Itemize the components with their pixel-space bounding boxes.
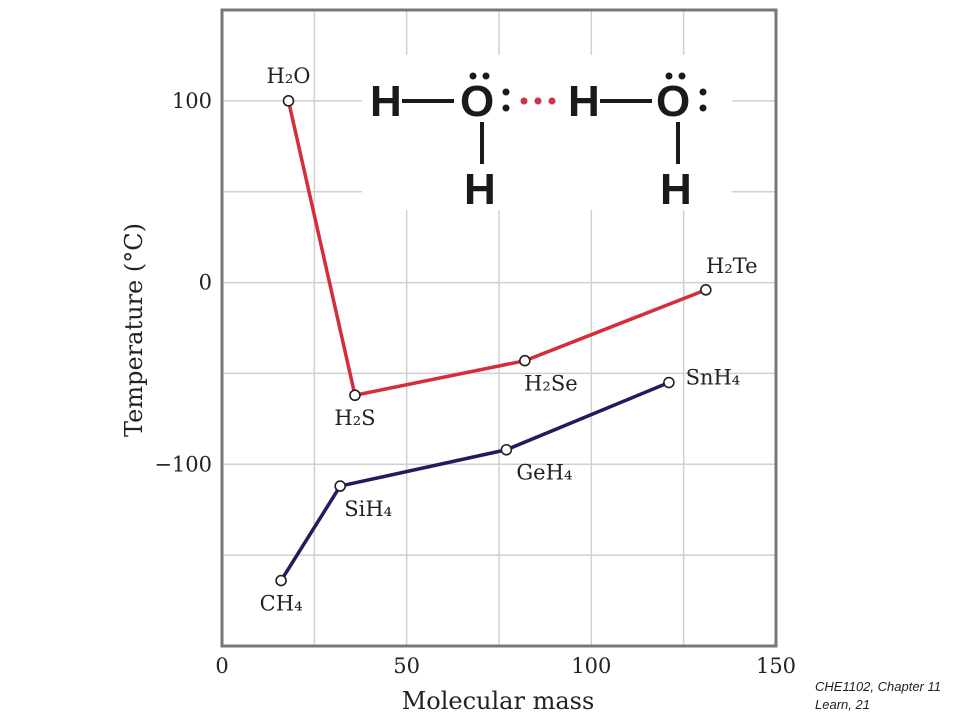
lone-pair-dot: [665, 72, 673, 80]
inset-background: [362, 55, 732, 210]
point-label: H₂Te: [706, 254, 758, 278]
series-line: [286, 100, 707, 397]
point-label: H₂Se: [524, 372, 578, 396]
inset-o-left: O: [460, 77, 494, 126]
footer-line-2: Learn, 21: [815, 697, 870, 712]
series-layer: H₂O H₂S H₂Se H₂Te CH₄ SiH₄ GeH₄ SnH₄: [260, 64, 758, 616]
x-tick-label: 50: [393, 654, 420, 678]
inset-h-bottom-left: H: [464, 165, 496, 214]
hydrogen-bond-dot: [520, 97, 528, 105]
data-point: [349, 389, 361, 402]
data-point: [282, 95, 295, 107]
data-point: [500, 443, 513, 456]
point-label: H₂S: [334, 406, 375, 430]
lone-pair-dot: [699, 88, 707, 96]
point-label: SiH₄: [344, 497, 392, 521]
lone-pair-dot: [482, 72, 490, 80]
inset-h-left: H: [370, 77, 402, 126]
hydrogen-bond-dot: [548, 97, 556, 105]
footer: CHE1102, Chapter 11 Learn, 21: [815, 678, 941, 714]
y-tick-label: 100: [172, 89, 212, 113]
x-axis-label: Molecular mass: [402, 687, 595, 715]
inset-o-right: O: [656, 77, 690, 126]
data-point: [275, 574, 287, 587]
x-tick-label: 0: [215, 654, 228, 678]
inset-h-center: H: [568, 77, 600, 126]
y-tick-label: 0: [199, 271, 212, 295]
lone-pair-dot: [678, 72, 686, 80]
y-axis-label: Temperature (°C): [120, 223, 148, 437]
series-line: [279, 380, 670, 582]
plot-frame: [220, 8, 778, 648]
inset-h-bottom-right: H: [660, 165, 692, 214]
hydrogen-bond-inset: H O H O H H: [362, 55, 732, 214]
tick-labels: 0 50 100 150 −100 0 100: [154, 89, 796, 678]
data-point: [663, 376, 675, 389]
lone-pair-dot: [502, 88, 510, 96]
footer-line-1: CHE1102, Chapter 11: [815, 679, 941, 694]
data-point: [334, 480, 346, 492]
lone-pair-dot: [469, 72, 477, 80]
data-point: [700, 284, 712, 296]
hydrogen-bond-dot: [534, 97, 542, 105]
x-tick-label: 100: [571, 654, 611, 678]
lone-pair-dot: [502, 104, 510, 112]
point-label: GeH₄: [516, 461, 572, 485]
y-tick-label: −100: [154, 452, 212, 476]
point-label: H₂O: [266, 64, 310, 88]
point-label: SnH₄: [686, 366, 741, 390]
lone-pair-dot: [699, 104, 707, 112]
data-point: [519, 354, 531, 367]
point-label: CH₄: [260, 592, 303, 616]
x-tick-label: 150: [756, 654, 796, 678]
